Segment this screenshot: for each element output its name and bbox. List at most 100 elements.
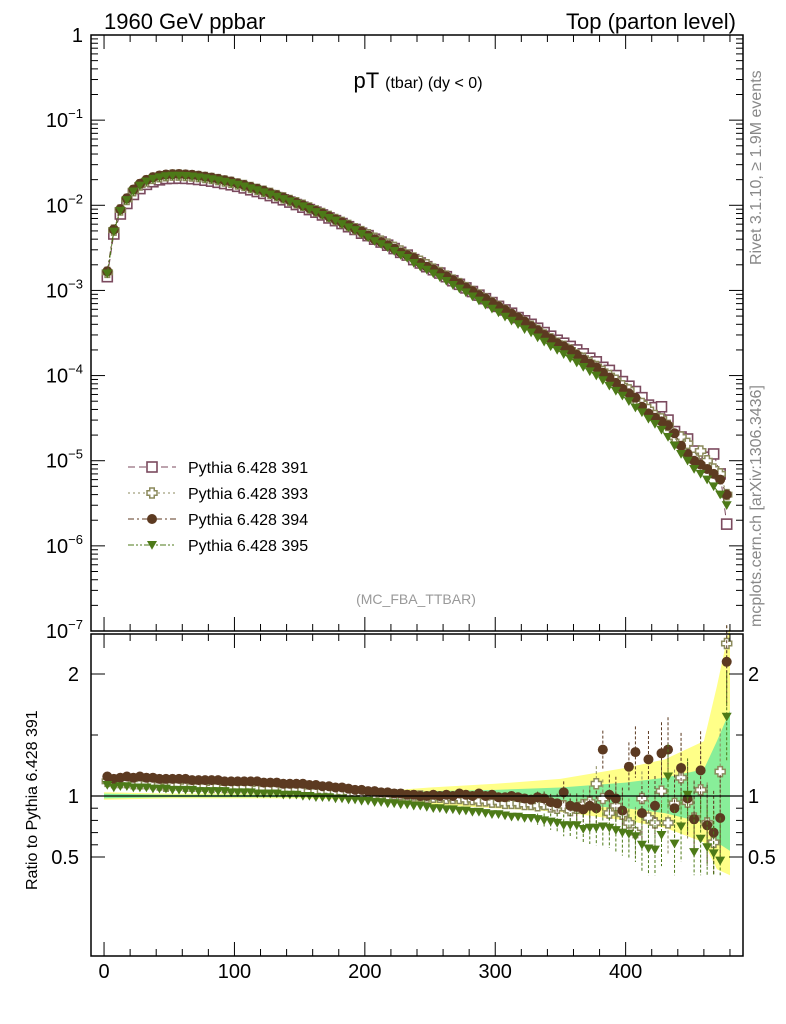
y-tick-label: 10−1 bbox=[46, 106, 83, 132]
series-line bbox=[106, 175, 728, 506]
axes: 110−110−210−310−410−510−610−70 100 200 300 4… bbox=[46, 25, 776, 983]
data-point bbox=[493, 308, 504, 318]
data-point bbox=[584, 367, 595, 377]
ratio-point bbox=[682, 790, 693, 800]
data-point bbox=[506, 316, 517, 326]
data-point bbox=[408, 258, 419, 268]
data-point bbox=[702, 475, 713, 485]
data-point bbox=[720, 518, 733, 530]
ratio-point bbox=[200, 787, 211, 796]
ratio-point bbox=[226, 788, 237, 798]
ratio-series-395 bbox=[102, 672, 732, 876]
data-point bbox=[356, 229, 367, 239]
ratio-point bbox=[278, 790, 289, 800]
data-point bbox=[460, 288, 471, 298]
ratio-point bbox=[239, 788, 250, 798]
data-point bbox=[656, 425, 667, 435]
ratio-point bbox=[584, 823, 595, 833]
ratio-tick-label-right: 2 bbox=[748, 664, 759, 686]
y-tick-label: 1 bbox=[72, 25, 83, 47]
data-point bbox=[578, 363, 589, 372]
data-point bbox=[500, 312, 511, 322]
ratio-point bbox=[676, 762, 687, 773]
data-point bbox=[317, 210, 328, 220]
data-point bbox=[421, 265, 432, 275]
ratio-point bbox=[167, 785, 178, 795]
ratio-tick-label-left: 1 bbox=[68, 786, 79, 808]
data-point bbox=[337, 220, 348, 229]
data-point bbox=[694, 445, 707, 457]
legend-entry: Pythia 6.428 391 bbox=[128, 460, 308, 477]
data-point bbox=[428, 269, 439, 279]
data-point bbox=[571, 358, 582, 368]
y-tick-exponent: −1 bbox=[68, 106, 83, 121]
ratio-point bbox=[714, 765, 726, 778]
main-plot bbox=[101, 169, 733, 530]
data-point bbox=[108, 227, 119, 237]
ratio-point bbox=[193, 787, 204, 796]
data-point bbox=[389, 247, 400, 256]
data-point bbox=[532, 333, 543, 343]
ratio-point bbox=[636, 840, 647, 850]
y-tick-base: 1 bbox=[72, 25, 83, 47]
ratio-point bbox=[180, 785, 191, 795]
ratio-point bbox=[623, 761, 634, 772]
data-point bbox=[636, 408, 647, 418]
data-point bbox=[441, 277, 452, 286]
legend-label: Pythia 6.428 393 bbox=[188, 486, 308, 503]
data-point bbox=[707, 448, 720, 460]
data-point bbox=[134, 181, 145, 191]
data-point bbox=[447, 280, 458, 290]
ratio-tick-label-right: 1 bbox=[748, 786, 759, 808]
legend: Pythia 6.428 391 Pythia 6.428 393 Pythia 6… bbox=[128, 460, 308, 555]
data-point bbox=[486, 304, 497, 314]
data-point bbox=[434, 273, 445, 282]
ratio-point bbox=[206, 787, 217, 796]
ratio-point bbox=[623, 829, 634, 839]
ratio-point bbox=[597, 744, 608, 755]
ratio-point bbox=[467, 807, 478, 817]
data-point bbox=[395, 251, 406, 260]
data-point bbox=[141, 177, 152, 187]
y-tick-exponent: −4 bbox=[68, 362, 83, 377]
ratio-point bbox=[174, 785, 185, 795]
ratio-point bbox=[636, 808, 647, 819]
ratio-point bbox=[643, 754, 654, 765]
x-tick-label: 200 bbox=[348, 961, 381, 983]
data-point bbox=[376, 240, 387, 249]
data-point bbox=[610, 386, 621, 396]
ratio-point bbox=[382, 799, 393, 809]
ratio-plot bbox=[101, 625, 733, 876]
ratio-point bbox=[428, 804, 439, 813]
legend-marker bbox=[147, 514, 157, 524]
ratio-point bbox=[708, 849, 719, 859]
ratio-point bbox=[408, 801, 419, 811]
ratio-point bbox=[610, 826, 621, 835]
plot-title-sub: (tbar) (dy < 0) bbox=[385, 75, 482, 92]
data-point bbox=[545, 342, 556, 352]
analysis-tag: (MC_FBA_TTBAR) bbox=[356, 591, 476, 607]
ratio-tick-label-left: 0.5 bbox=[51, 847, 79, 869]
data-point bbox=[708, 482, 719, 492]
data-point bbox=[167, 171, 178, 181]
data-point bbox=[454, 284, 465, 294]
ratio-point bbox=[578, 824, 589, 834]
ratio-point bbox=[558, 821, 569, 831]
ratio-point bbox=[154, 784, 165, 794]
data-point bbox=[467, 292, 478, 302]
data-point bbox=[330, 216, 341, 226]
series-394 bbox=[102, 169, 732, 500]
data-point bbox=[695, 469, 706, 479]
ratio-point bbox=[689, 814, 700, 825]
ratio-point bbox=[675, 771, 687, 784]
data-point bbox=[147, 174, 158, 184]
mcplots-label: mcplots.cern.ch [arXiv:1306.3436] bbox=[748, 385, 765, 627]
ratio-point bbox=[702, 820, 713, 831]
data-point bbox=[278, 195, 289, 204]
ratio-point bbox=[343, 795, 354, 805]
ratio-point bbox=[395, 800, 406, 810]
legend-marker bbox=[147, 541, 157, 550]
ratio-point bbox=[552, 798, 563, 809]
y-tick-label: 10−5 bbox=[46, 447, 83, 473]
